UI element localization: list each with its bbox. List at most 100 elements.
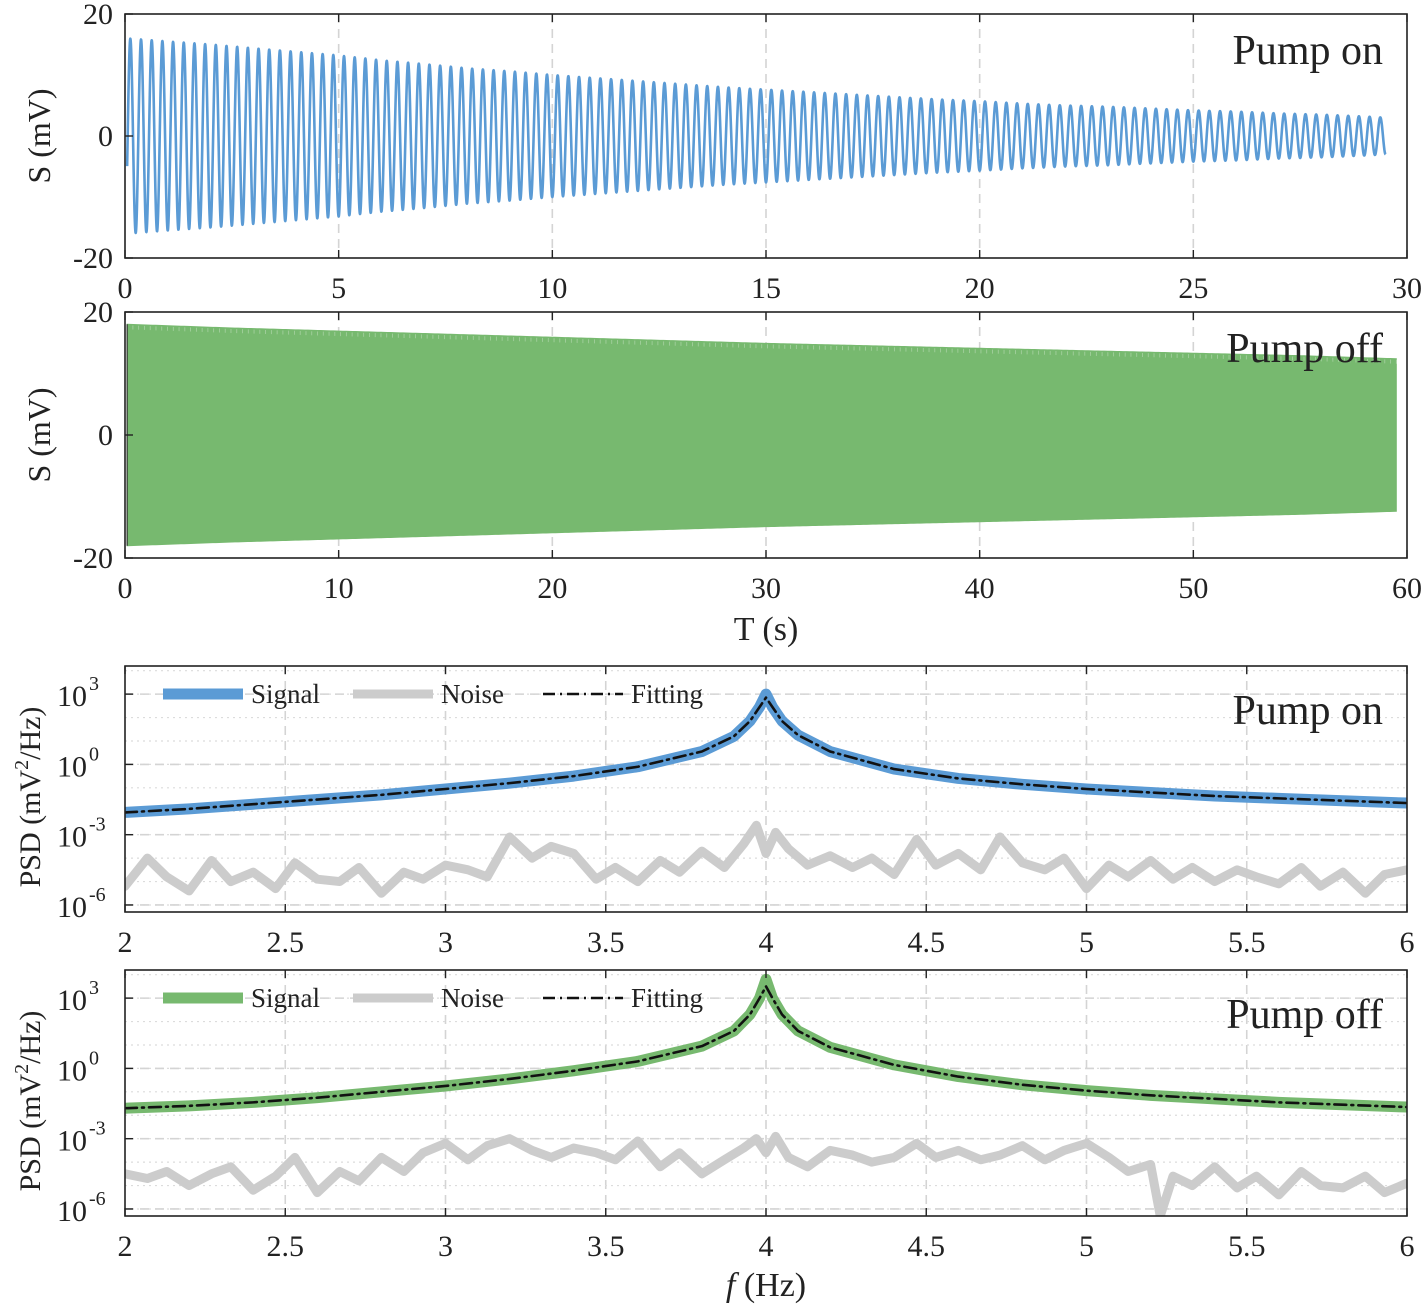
x-axis: 0 10 20 30 40 50 60	[118, 312, 1422, 605]
y-tick-label: 0	[98, 419, 113, 452]
x-tick-label: 5	[1079, 926, 1094, 959]
x-tick-label: 4	[759, 1230, 774, 1263]
x-tick-label: 3	[438, 1230, 453, 1263]
y-axis-label-sup: 2	[11, 760, 33, 770]
y-tick-exponent: 3	[89, 673, 99, 695]
x-axis: 0 5 10 15 20 25 30	[118, 14, 1422, 305]
y-tick-label: -20	[73, 242, 113, 275]
series-band-signal	[126, 323, 1397, 547]
y-axis: -20 0 20	[73, 296, 133, 575]
y-tick-exponent: -3	[89, 814, 106, 836]
series-line-noise	[125, 1131, 1407, 1216]
y-tick-label: 10	[57, 1125, 87, 1158]
y-axis-label: PSD (mV2/Hz)	[11, 707, 47, 888]
panel-label: Pump off	[1226, 326, 1383, 372]
series-line-noise	[125, 820, 1407, 898]
x-tick-label: 5	[331, 272, 346, 305]
x-tick-label: 5.5	[1228, 1230, 1266, 1263]
x-tick-label: 2.5	[267, 926, 305, 959]
grid	[125, 666, 1407, 912]
x-tick-label: 2	[118, 1230, 133, 1263]
plot-area	[125, 688, 1407, 898]
x-tick-label: 50	[1178, 572, 1208, 605]
y-tick-label: 20	[83, 0, 113, 31]
y-tick-exponent: 3	[89, 977, 99, 999]
legend-label-signal: Signal	[251, 983, 320, 1013]
x-axis: 2 2.5 3 3.5 4 4.5 5 5.5 6	[118, 666, 1415, 959]
y-axis-label: PSD (mV2/Hz)	[11, 1011, 47, 1192]
y-axis-label-sup: 2	[11, 1064, 33, 1074]
y-tick-label: 10	[57, 750, 87, 783]
y-tick-label: 10	[57, 821, 87, 854]
y-tick-label: 0	[98, 120, 113, 153]
x-tick-label: 5	[1079, 1230, 1094, 1263]
legend-label-fitting: Fitting	[631, 679, 703, 709]
x-tick-label: 4.5	[908, 1230, 946, 1263]
y-tick-label: 10	[57, 891, 87, 924]
x-tick-label: 30	[751, 572, 781, 605]
y-tick-exponent: -6	[89, 884, 106, 906]
y-tick-exponent: -3	[89, 1118, 106, 1140]
y-tick-exponent: -6	[89, 1188, 106, 1210]
y-axis-label-tail: /Hz)	[14, 707, 47, 760]
x-tick-label: 30	[1392, 272, 1422, 305]
legend-label-noise: Noise	[441, 983, 504, 1013]
x-tick-label: 0	[118, 272, 133, 305]
y-tick-label: 10	[57, 680, 87, 713]
x-tick-label: 6	[1400, 1230, 1415, 1263]
series-line-fitting	[125, 985, 1407, 1110]
x-tick-label: 10	[324, 572, 354, 605]
series-line-signal	[125, 37, 1387, 235]
panel-label: Pump on	[1232, 28, 1383, 74]
x-tick-label: 3	[438, 926, 453, 959]
y-axis-label-main: PSD (mV	[14, 1074, 47, 1192]
x-axis: 2 2.5 3 3.5 4 4.5 5 5.5 6	[118, 970, 1415, 1263]
y-tick-exponent: 0	[89, 1047, 99, 1069]
x-tick-label: 4	[759, 926, 774, 959]
x-tick-label: 60	[1392, 572, 1422, 605]
x-tick-label: 4.5	[908, 926, 946, 959]
y-axis-label: S (mV)	[21, 88, 57, 183]
y-tick-label: 20	[83, 296, 113, 329]
plot-area	[125, 973, 1407, 1216]
x-tick-label: 2.5	[267, 1230, 305, 1263]
x-axis-label: T (s)	[734, 611, 799, 648]
x-tick-label: 20	[537, 572, 567, 605]
panel-label: Pump off	[1226, 992, 1383, 1038]
y-axis: -20 0 20	[73, 0, 133, 275]
plot-area	[125, 37, 1387, 235]
y-tick-label: 10	[57, 984, 87, 1017]
x-tick-label: 25	[1178, 272, 1208, 305]
y-axis-label-main: PSD (mV	[14, 770, 47, 888]
grid	[125, 970, 1407, 1216]
y-tick-label: 10	[57, 1195, 87, 1228]
series-line-fitting	[125, 696, 1407, 814]
x-tick-label: 10	[537, 272, 567, 305]
x-axis-label-unit: (Hz)	[735, 1267, 806, 1304]
legend-label-noise: Noise	[441, 679, 504, 709]
y-axis-label-tail: /Hz)	[14, 1011, 47, 1064]
x-tick-label: 40	[965, 572, 995, 605]
y-tick-exponent: 0	[89, 743, 99, 765]
x-tick-label: 3.5	[587, 926, 625, 959]
legend-label-fitting: Fitting	[631, 983, 703, 1013]
panel-label: Pump on	[1232, 688, 1383, 734]
legend-label-signal: Signal	[251, 679, 320, 709]
x-tick-label: 3.5	[587, 1230, 625, 1263]
y-axis-label: S (mV)	[21, 387, 57, 482]
x-tick-label: 20	[965, 272, 995, 305]
x-axis-label: f (Hz)	[726, 1267, 806, 1304]
plot-area	[126, 323, 1397, 547]
y-tick-label: 10	[57, 1054, 87, 1087]
x-tick-label: 15	[751, 272, 781, 305]
x-tick-label: 5.5	[1228, 926, 1266, 959]
legend: Signal Noise Fitting	[163, 983, 703, 1013]
x-tick-label: 6	[1400, 926, 1415, 959]
